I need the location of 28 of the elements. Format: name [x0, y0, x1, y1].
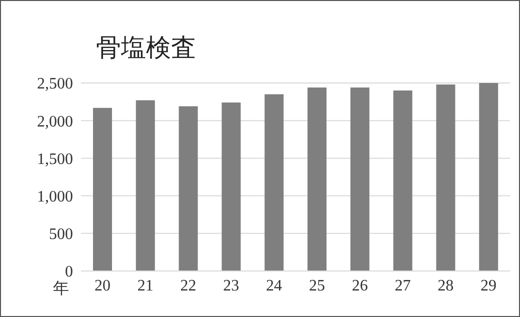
x-tick-label: 26 [352, 277, 368, 294]
x-tick-label: 20 [94, 277, 110, 294]
bar [264, 94, 284, 271]
y-tick-label: 2,500 [37, 76, 73, 93]
x-axis-title: 年 [53, 280, 69, 298]
y-tick-label: 0 [65, 264, 73, 281]
x-tick-label: 24 [266, 277, 282, 294]
y-tick-label: 1,000 [37, 188, 73, 206]
bar [393, 90, 412, 271]
y-tick-label: 1,500 [37, 150, 73, 168]
x-tick-label: 29 [480, 277, 497, 294]
y-tick-label: 500 [49, 226, 73, 244]
bar [308, 88, 326, 271]
x-tick-label: 25 [308, 277, 325, 294]
bar [436, 84, 456, 271]
x-tick-label: 22 [180, 277, 196, 294]
bar [479, 83, 498, 271]
bar [178, 106, 198, 271]
x-tick-label: 28 [438, 277, 454, 294]
x-tick-label: 27 [394, 277, 411, 294]
bar [222, 102, 241, 271]
chart-title: 骨塩検査 [96, 34, 196, 64]
y-tick-label: 2,000 [37, 113, 73, 130]
bar [93, 108, 112, 271]
x-tick-label: 23 [223, 277, 240, 294]
bar [136, 100, 155, 271]
bar [350, 88, 370, 271]
x-tick-label: 21 [137, 277, 154, 294]
